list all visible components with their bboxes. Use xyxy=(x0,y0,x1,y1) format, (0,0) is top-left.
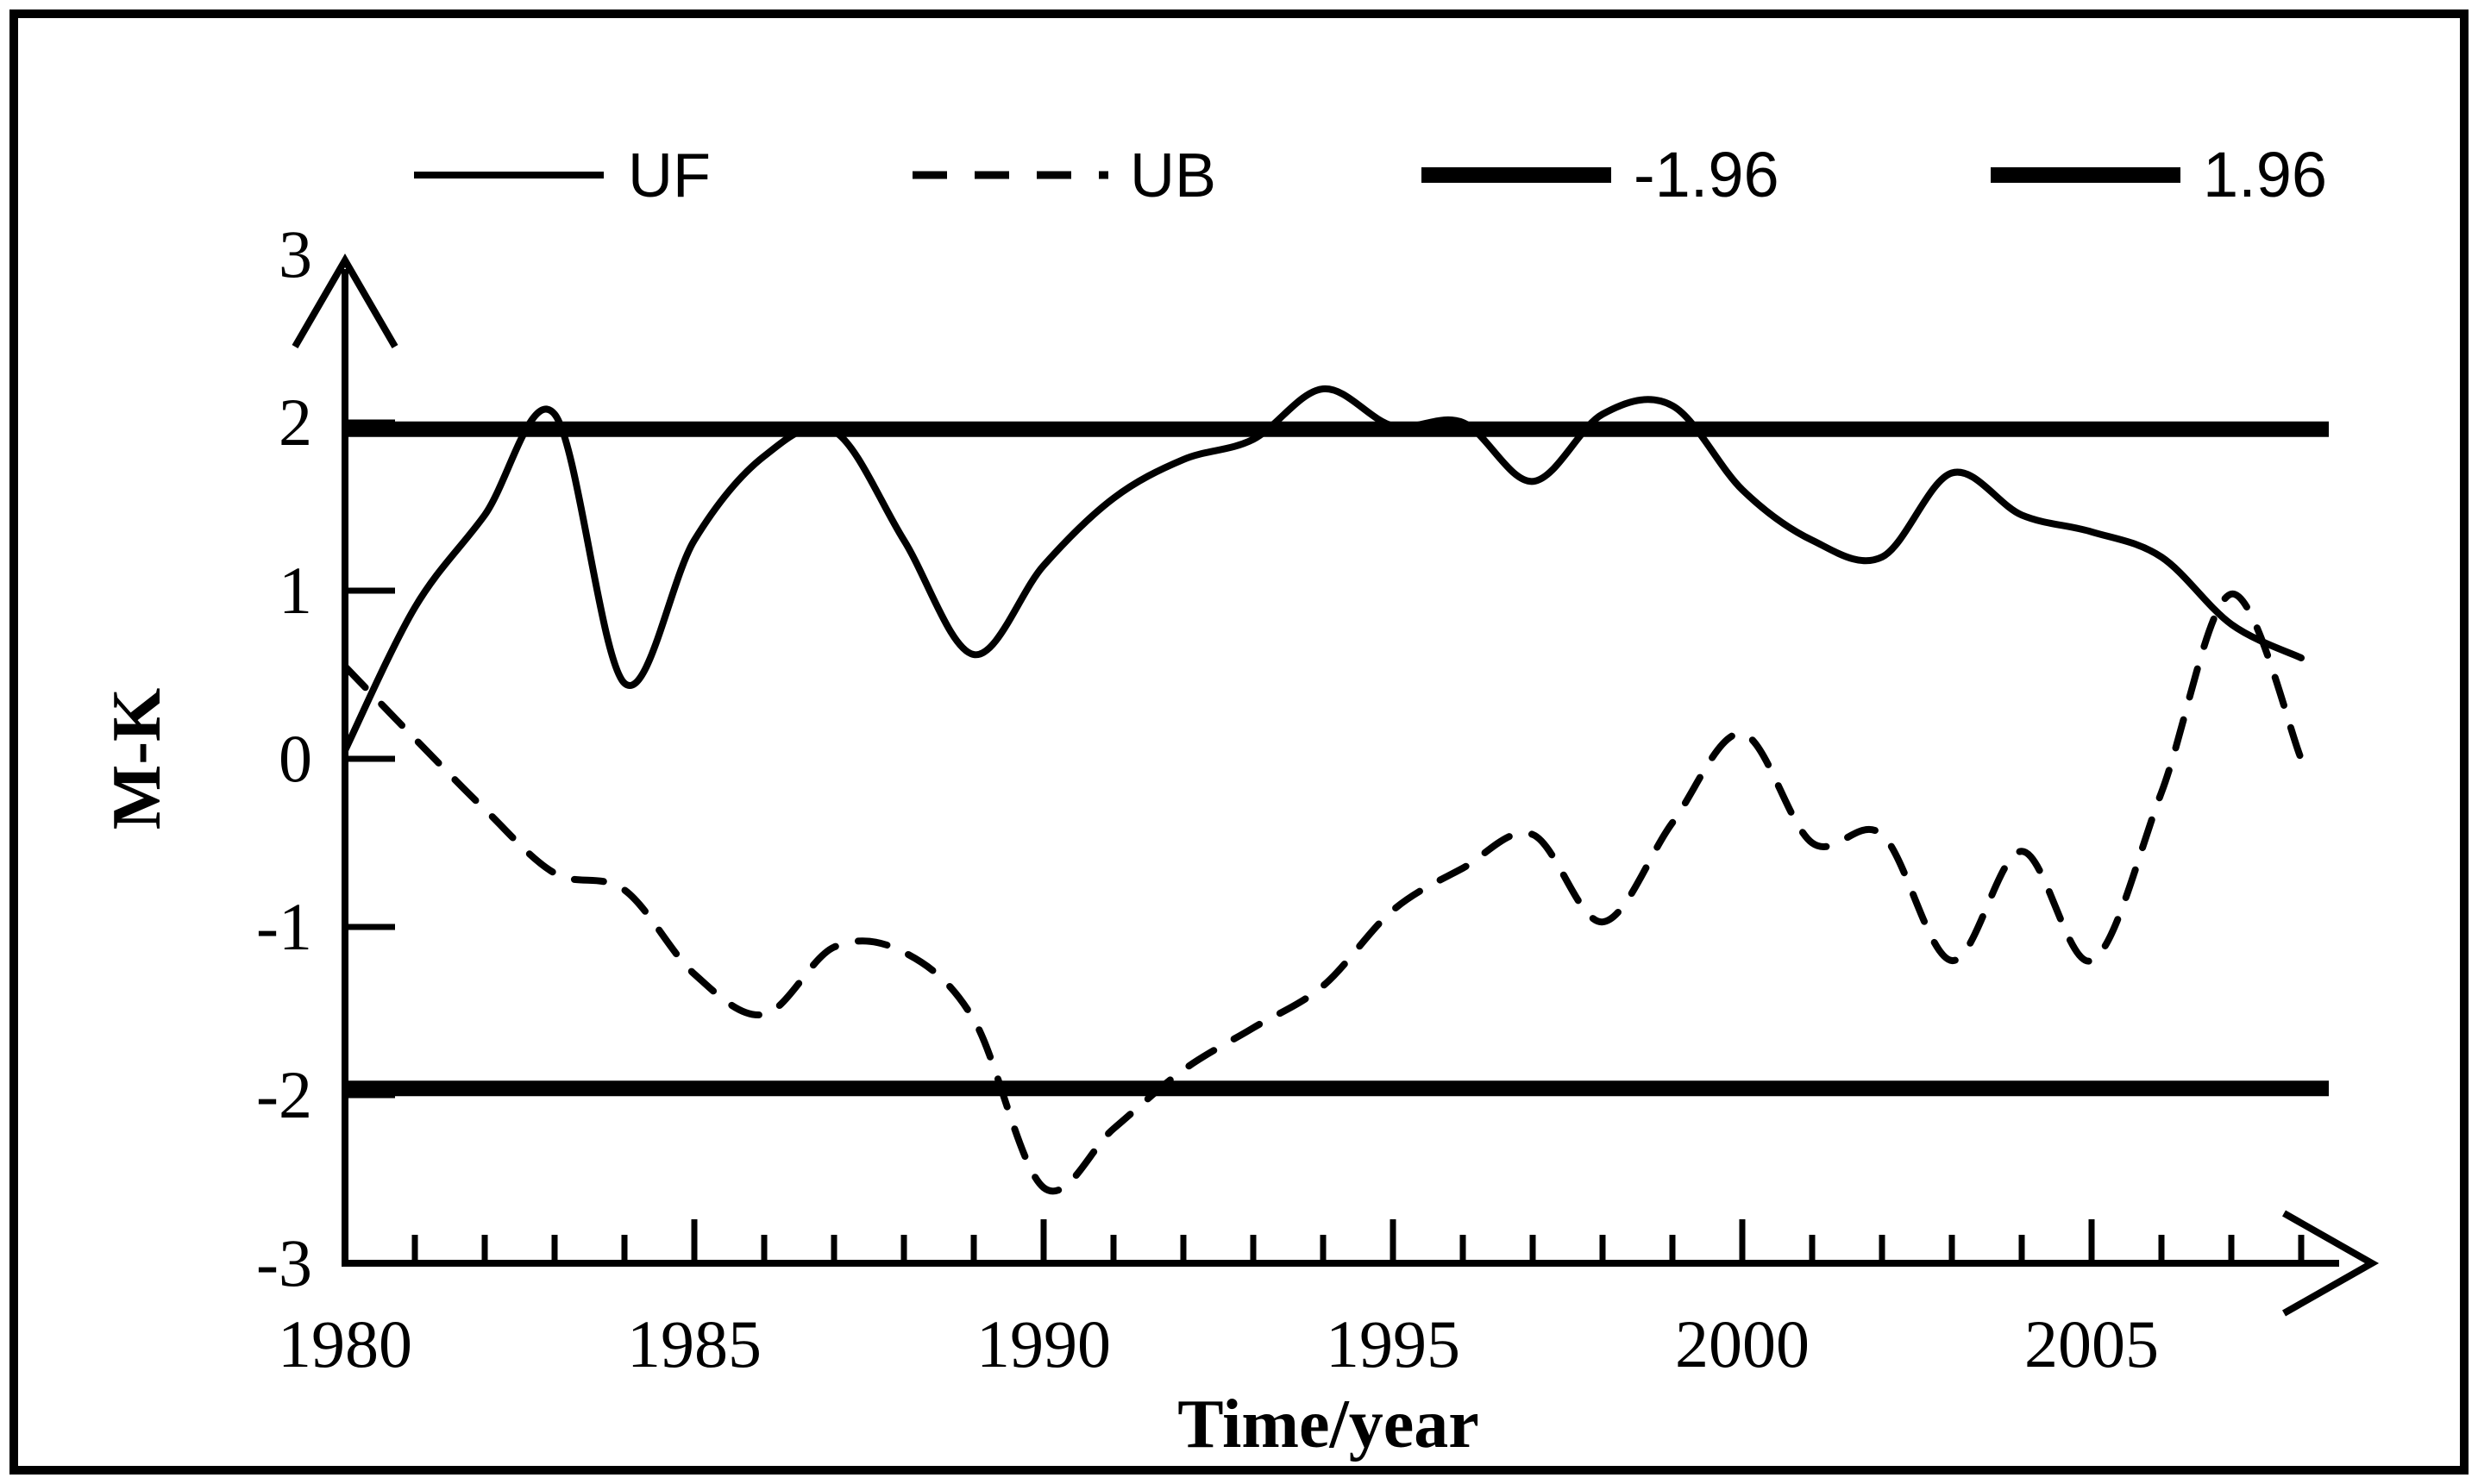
legend-label-ub: UB xyxy=(1130,141,1216,210)
x-tick-label: 2005 xyxy=(2024,1306,2159,1381)
data-series xyxy=(342,385,2305,1195)
x-axis-title: Time/year xyxy=(1177,1387,1479,1462)
y-axis-title: M-K xyxy=(99,688,175,830)
x-tick-label: 2000 xyxy=(1675,1306,1810,1381)
x-tick-label: 1990 xyxy=(976,1306,1111,1381)
chart-legend: UF UB -1.96 1.96 xyxy=(414,139,2327,210)
x-tick-labels: 1980 1985 1990 1995 2000 2005 xyxy=(278,1306,2159,1381)
legend-label-pos196: 1.96 xyxy=(2203,139,2327,210)
y-tick-labels: 3 2 1 0 -1 -2 -3 xyxy=(256,216,312,1300)
y-tick-label: -2 xyxy=(256,1057,312,1132)
y-tick-label: 3 xyxy=(279,216,312,291)
legend-label-uf: UF xyxy=(628,141,711,210)
significance-lines xyxy=(345,421,2329,1097)
y-tick-label: 2 xyxy=(279,385,312,460)
y-tick-label: -1 xyxy=(256,889,312,964)
x-tick-label: 1995 xyxy=(1326,1306,1460,1381)
y-tick-label: 0 xyxy=(279,721,312,796)
figure-border xyxy=(9,9,2469,1475)
series-ub-line xyxy=(342,590,2305,1195)
legend-label-neg196: -1.96 xyxy=(1634,139,1779,210)
series-uf-line xyxy=(342,385,2305,755)
y-axis-arrow-icon xyxy=(292,254,398,349)
y-tick-label: -3 xyxy=(256,1225,312,1300)
x-axis-arrow-icon xyxy=(2282,1210,2380,1317)
y-tick-label: 1 xyxy=(279,553,312,628)
x-tick-label: 1985 xyxy=(627,1306,762,1381)
x-axis-ticks xyxy=(411,1219,2305,1263)
x-tick-label: 1980 xyxy=(278,1306,412,1381)
